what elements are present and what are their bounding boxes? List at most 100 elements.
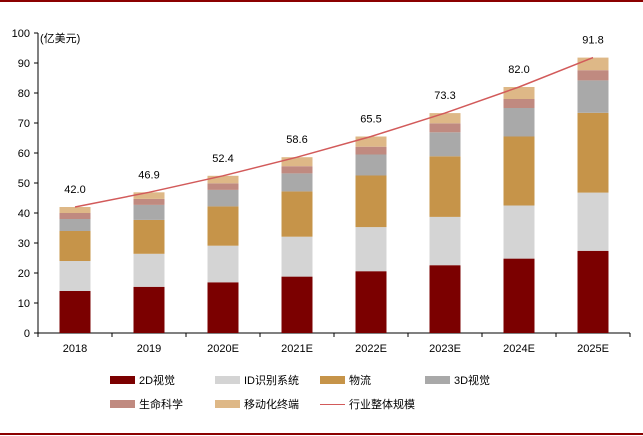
data-labels: 42.0 46.9 52.4 58.6 65.5 73.3 82.0 91.8 <box>64 35 603 196</box>
legend-swatch <box>110 400 135 408</box>
data-label: 91.8 <box>582 35 603 47</box>
x-tick-label: 2021E <box>281 343 313 355</box>
bar-segment <box>503 205 535 259</box>
legend-item-2d-vision: 2D视觉 <box>110 372 215 388</box>
bar-segment <box>429 156 461 217</box>
legend-item-logistics: 物流 <box>320 372 425 388</box>
bar-segment <box>281 191 313 237</box>
legend-swatch <box>110 376 135 384</box>
bar-segment <box>577 250 609 333</box>
bar-segment <box>503 258 535 333</box>
bar-segment <box>355 154 387 176</box>
bar-segment <box>207 175 239 184</box>
bar-segment <box>355 271 387 333</box>
bar-segment <box>133 192 165 199</box>
bar-segment <box>207 282 239 333</box>
legend-label: 行业整体规模 <box>349 399 415 411</box>
x-tick-label: 2024E <box>503 343 535 355</box>
bar-segment <box>503 136 535 206</box>
legend-label: ID识别系统 <box>244 375 299 387</box>
bar-segment <box>429 216 461 266</box>
bar-segment <box>503 108 535 137</box>
bar-segment <box>133 253 165 287</box>
x-tick-label: 2025E <box>577 343 609 355</box>
x-tick-label: 2022E <box>355 343 387 355</box>
bar-segment <box>133 204 165 220</box>
bar-segment <box>577 70 609 81</box>
bar-segment <box>577 192 609 251</box>
y-tick-label: 20 <box>18 268 30 280</box>
y-tick-label: 100 <box>12 28 30 40</box>
legend-item-life-science: 生命科学 <box>110 396 215 412</box>
bar-segment <box>429 132 461 157</box>
bar-segment <box>59 261 91 291</box>
bar-segment <box>355 227 387 272</box>
bar-segment <box>577 112 609 193</box>
bar-segment <box>207 245 239 283</box>
bar-segment <box>281 276 313 333</box>
top-rule <box>0 0 643 2</box>
legend-line-swatch <box>320 403 345 405</box>
bar-segment <box>59 219 91 231</box>
data-label: 58.6 <box>286 134 307 146</box>
bar-segment <box>281 166 313 174</box>
bar-segment <box>503 87 535 99</box>
data-label: 82.0 <box>508 64 529 76</box>
bar-segment <box>59 231 91 261</box>
bar-segment <box>133 219 165 254</box>
data-label: 73.3 <box>434 90 455 102</box>
y-tick-label: 10 <box>18 298 30 310</box>
bar-segment <box>281 157 313 167</box>
bar-segment <box>355 136 387 147</box>
legend-item-industry-total: 行业整体规模 <box>320 396 425 412</box>
unit-label: (亿美元) <box>40 32 80 45</box>
bar-segment <box>59 291 91 333</box>
legend-item-id-recognition: ID识别系统 <box>215 372 320 388</box>
legend-swatch <box>320 376 345 384</box>
bar-segment <box>133 286 165 333</box>
legend-item-3d-vision: 3D视觉 <box>425 372 530 388</box>
y-tick-label: 40 <box>18 208 30 220</box>
legend-label: 移动化终端 <box>244 399 299 411</box>
legend-label: 物流 <box>349 375 371 387</box>
y-tick-label: 50 <box>18 178 30 190</box>
legend-label: 3D视觉 <box>454 375 491 387</box>
legend-row-2: 生命科学 移动化终端 行业整体规模 <box>110 392 530 416</box>
y-tick-label: 80 <box>18 88 30 100</box>
bar-segment <box>355 146 387 155</box>
y-tick-label: 60 <box>18 148 30 160</box>
data-label: 46.9 <box>138 169 159 181</box>
x-tick-label: 2023E <box>429 343 461 355</box>
x-tick-label: 2019 <box>137 343 161 355</box>
y-tick-label: 70 <box>18 118 30 130</box>
y-tick-label: 0 <box>24 328 30 340</box>
legend-row-1: 2D视觉 ID识别系统 物流 3D视觉 <box>110 368 530 392</box>
bar-segment <box>503 99 535 108</box>
bar-segment <box>207 189 239 207</box>
bar-segment <box>429 123 461 133</box>
legend: 2D视觉 ID识别系统 物流 3D视觉 生命科学 移动化终端 <box>110 368 530 416</box>
legend-swatch <box>425 376 450 384</box>
data-label: 65.5 <box>360 114 381 126</box>
x-tick-label: 2020E <box>207 343 239 355</box>
trend-line-group <box>74 56 594 208</box>
bar-segment <box>59 213 91 219</box>
y-tick-label: 30 <box>18 238 30 250</box>
x-tick-label: 2018 <box>63 343 87 355</box>
bar-segment <box>207 183 239 190</box>
legend-item-mobile-terminal: 移动化终端 <box>215 396 320 412</box>
bar-segment <box>207 206 239 246</box>
bar-segment <box>59 207 91 213</box>
bar-segment <box>281 173 313 192</box>
legend-swatch <box>215 376 240 384</box>
bar-segment <box>281 236 313 277</box>
y-tick-label: 90 <box>18 58 30 70</box>
bar-segment <box>133 198 165 205</box>
bar-segment <box>429 265 461 333</box>
bar-segment <box>577 57 609 71</box>
data-label: 42.0 <box>64 184 85 196</box>
bottom-rule <box>0 433 643 435</box>
legend-label: 2D视觉 <box>139 375 176 387</box>
